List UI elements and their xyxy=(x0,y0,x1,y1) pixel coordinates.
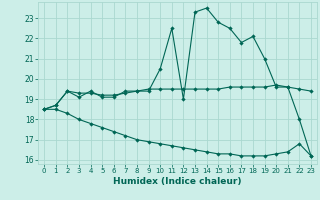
X-axis label: Humidex (Indice chaleur): Humidex (Indice chaleur) xyxy=(113,177,242,186)
